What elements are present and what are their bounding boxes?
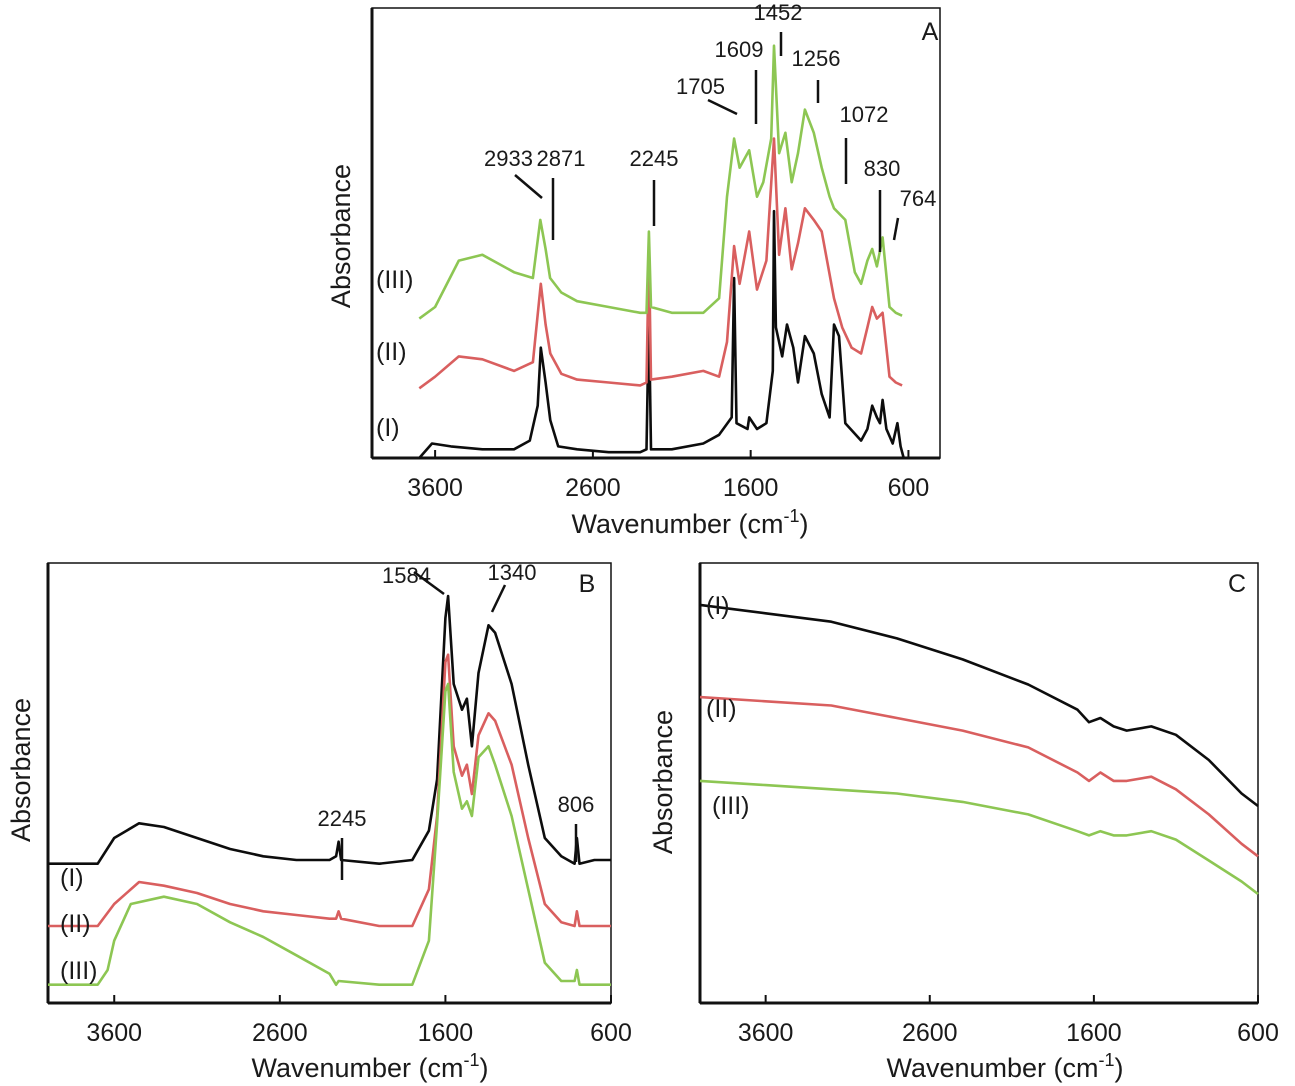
c-curve-label: (II) (706, 695, 737, 723)
a-peak-label: 1072 (840, 102, 889, 127)
a-x-tick-label: 1600 (723, 474, 779, 502)
a-peak-label: 830 (864, 156, 901, 181)
a-peak-label: 1452 (754, 0, 803, 25)
a-peak-label: 1256 (792, 46, 841, 71)
a-peak-label: 1705 (676, 74, 725, 99)
panel-a-chart: 3600 2600 1600 600 Wavenumber (cm-1) Absorban… (326, 0, 941, 539)
a-series-line-3 (418, 44, 903, 320)
a-x-tick-label: 3600 (407, 474, 463, 502)
c-x-tick-label: 1600 (1066, 1019, 1122, 1047)
b-curve-label: (III) (60, 957, 98, 985)
a-plot-frame (371, 7, 941, 459)
c-x-axis-title: Wavenumber (cm-1) (886, 1050, 1123, 1083)
a-x-tick-label: 2600 (565, 474, 621, 502)
b-x-tick-label: 1600 (418, 1019, 474, 1047)
c-series-line-2 (699, 695, 1259, 858)
panel-b-chart: 3600 2600 1600 600 Wavenumber (cm-1) Absorban… (6, 560, 632, 1083)
c-y-axis-title: Absorbance (648, 710, 678, 854)
c-series-line-1 (699, 603, 1259, 808)
a-peak-label: 764 (900, 186, 937, 211)
b-series-line-1 (48, 594, 611, 865)
c-x-tick-label: 2600 (902, 1019, 958, 1047)
a-peak-leader (514, 174, 543, 199)
a-x-axis-title: Wavenumber (cm-1) (571, 506, 808, 539)
b-peak-label: 1340 (488, 560, 537, 585)
a-y-axis-title: Absorbance (326, 164, 356, 308)
b-peak-label: 806 (558, 792, 595, 817)
b-x-tick-label: 600 (590, 1019, 632, 1047)
a-series-line-1 (418, 209, 905, 459)
a-peak-label: 2245 (630, 146, 679, 171)
b-peak-leader (490, 584, 507, 613)
panel-c-chart: 3600 2600 1600 600 Wavenumber (cm-1) Absorban… (648, 562, 1279, 1083)
b-series-line-3 (48, 682, 611, 986)
a-peak-leader (707, 98, 738, 116)
a-curve-label: (I) (376, 414, 400, 442)
b-y-axis-title: Absorbance (6, 698, 36, 842)
a-peak-label: 2933 (484, 146, 533, 171)
b-x-tick-label: 3600 (86, 1019, 142, 1047)
c-curve-label: (III) (712, 792, 750, 820)
b-peak-label: 1584 (382, 563, 431, 588)
b-curve-label: (II) (60, 910, 91, 938)
b-x-axis-title: Wavenumber (cm-1) (251, 1050, 488, 1083)
a-curve-label: (III) (376, 266, 414, 294)
b-x-tick-label: 2600 (252, 1019, 308, 1047)
a-peak-leader (892, 217, 900, 241)
b-peak-leader (413, 570, 445, 596)
c-x-tick-label: 3600 (738, 1019, 794, 1047)
b-peak-label: 2245 (318, 806, 367, 831)
a-series-line-2 (418, 137, 903, 390)
c-series-line-3 (699, 779, 1259, 896)
b-series-line-2 (48, 653, 611, 928)
c-curve-label: (I) (706, 592, 730, 620)
c-panel-label: C (1228, 570, 1246, 598)
b-panel-label: B (579, 570, 596, 598)
a-peak-label: 2871 (537, 146, 586, 171)
b-plot-frame (47, 562, 612, 1004)
b-curve-label: (I) (60, 864, 84, 892)
a-peak-label: 1609 (715, 37, 764, 62)
c-plot-frame (699, 562, 1259, 1004)
c-x-tick-label: 600 (1237, 1019, 1279, 1047)
a-curve-label: (II) (376, 338, 407, 366)
a-x-tick-label: 600 (888, 474, 930, 502)
a-panel-label: A (922, 18, 939, 46)
